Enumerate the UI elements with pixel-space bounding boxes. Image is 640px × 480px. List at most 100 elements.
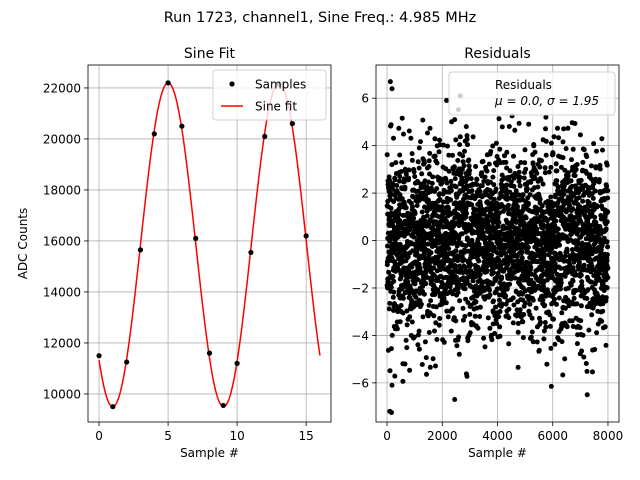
residual-point — [491, 196, 497, 202]
residual-point — [552, 296, 557, 302]
residual-point — [517, 183, 523, 189]
residual-point — [537, 196, 543, 202]
residual-point — [597, 162, 603, 168]
residual-point — [570, 265, 576, 271]
residual-point — [447, 284, 453, 290]
residual-point — [561, 187, 567, 193]
residual-point — [544, 361, 550, 367]
residual-point — [496, 314, 502, 320]
residual-point — [573, 167, 579, 172]
sine-fit-line — [98, 82, 321, 408]
residual-point — [530, 297, 536, 303]
residual-point — [538, 177, 544, 183]
residual-point — [517, 174, 523, 180]
residual-point — [481, 335, 487, 341]
residual-point — [547, 250, 553, 256]
residual-point — [580, 332, 586, 338]
residual-point — [546, 169, 552, 175]
residual-point — [428, 250, 434, 256]
residual-point — [542, 302, 548, 308]
residual-point — [420, 314, 426, 320]
sample-point — [179, 123, 185, 129]
residual-point — [475, 325, 481, 331]
residual-point — [563, 226, 569, 232]
residual-point — [489, 252, 494, 258]
residual-point — [592, 214, 598, 220]
residual-point — [420, 283, 426, 289]
residual-point — [602, 324, 608, 330]
residual-point — [515, 364, 521, 370]
x-tick-label: 15 — [299, 429, 314, 443]
residual-point — [463, 124, 469, 130]
residual-point — [415, 332, 421, 338]
residual-point — [591, 141, 597, 147]
residual-point — [537, 315, 542, 321]
residual-point — [581, 147, 587, 153]
residual-point — [409, 157, 415, 163]
residual-point — [538, 319, 543, 325]
residual-point — [528, 179, 534, 185]
y-tick-label: −2 — [351, 281, 369, 295]
residual-point — [461, 275, 466, 281]
figure-suptitle: Run 1723, channel1, Sine Freq.: 4.985 MH… — [164, 10, 477, 26]
residual-point — [575, 241, 581, 247]
residual-point — [426, 330, 432, 335]
residual-point — [397, 174, 403, 179]
residual-point — [554, 178, 560, 184]
residual-point — [441, 296, 447, 302]
residual-point — [591, 267, 597, 273]
residual-point — [457, 298, 463, 304]
residual-point — [487, 287, 492, 293]
residual-point — [457, 142, 463, 148]
residual-point — [413, 294, 419, 300]
x-tick-label: 8000 — [593, 429, 624, 443]
sample-point — [137, 247, 144, 253]
residual-point — [469, 202, 475, 208]
residual-point — [562, 253, 568, 259]
residual-point — [539, 203, 545, 209]
residual-point — [547, 312, 553, 318]
residual-point — [497, 324, 503, 330]
residual-point — [592, 188, 598, 194]
residual-point — [493, 304, 498, 310]
residual-point — [468, 262, 474, 267]
residual-point — [422, 339, 428, 345]
residual-point — [435, 287, 441, 293]
residual-point — [390, 182, 396, 188]
residual-point — [423, 281, 429, 287]
residual-point — [468, 176, 474, 182]
residual-point — [554, 168, 560, 174]
residual-point — [388, 284, 394, 290]
residual-point — [428, 298, 434, 304]
residual-point — [390, 294, 396, 300]
residual-point — [437, 196, 443, 202]
residual-point — [577, 325, 583, 331]
residual-point — [553, 218, 559, 224]
residual-point — [499, 124, 505, 130]
residual-point — [543, 324, 549, 330]
residual-point — [522, 147, 528, 153]
residual-outlier-point — [389, 382, 395, 388]
residual-point — [402, 184, 408, 190]
residual-point — [542, 252, 548, 258]
residual-point — [533, 305, 539, 311]
residual-point — [437, 142, 443, 148]
residual-point — [604, 183, 610, 189]
residual-point — [500, 208, 506, 214]
residual-point — [467, 168, 473, 173]
residual-point — [477, 314, 483, 319]
sample-point — [124, 359, 130, 365]
residual-point — [604, 285, 610, 291]
residual-point — [452, 117, 458, 123]
residual-point — [437, 316, 443, 321]
residual-point — [462, 313, 468, 319]
residual-point — [411, 334, 417, 340]
residual-point — [600, 147, 605, 153]
residual-point — [605, 275, 611, 281]
residual-point — [519, 255, 525, 261]
residual-point — [580, 159, 586, 165]
residual-point — [436, 230, 442, 236]
sample-point — [303, 233, 309, 239]
residual-point — [561, 258, 567, 264]
residual-point — [460, 153, 466, 159]
